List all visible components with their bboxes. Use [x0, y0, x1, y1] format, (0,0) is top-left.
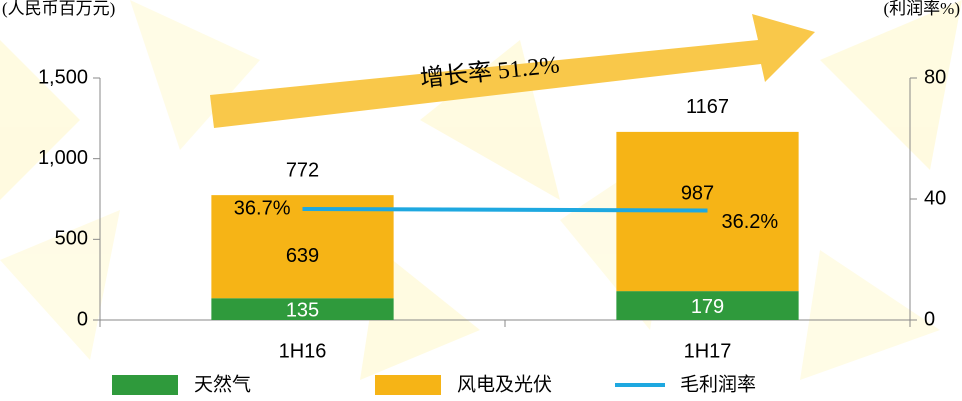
y2-tick-label: 80 [924, 66, 946, 88]
background-pattern [0, 0, 962, 380]
line-label: 36.7% [234, 197, 291, 219]
total-label: 772 [286, 159, 319, 181]
bar-segment [211, 298, 394, 320]
growth-arrow [210, 14, 815, 128]
total-label: 1167 [686, 96, 729, 118]
data-label: 987 [681, 182, 714, 204]
line-label: 36.2% [722, 211, 779, 233]
x-tick-label: 1H16 [279, 340, 327, 362]
y-tick-label: 0 [77, 308, 88, 330]
data-label: 135 [286, 299, 319, 321]
y-tick-label: 1,500 [38, 66, 88, 88]
bar-segment [616, 291, 799, 320]
x-tick-label: 1H17 [684, 340, 732, 362]
data-label: 179 [691, 296, 724, 318]
legend-label: 风电及光伏 [457, 373, 552, 395]
y2-tick-label: 40 [924, 187, 946, 209]
legend-label: 天然气 [194, 373, 251, 395]
y2-tick-label: 0 [924, 308, 935, 330]
legend-swatch [112, 375, 178, 395]
line-series [302, 206, 708, 213]
bar-segment [211, 195, 394, 299]
y-tick-label: 500 [55, 228, 88, 250]
legend-label: 毛利润率 [680, 373, 756, 395]
y-tick-label: 1,000 [38, 147, 88, 169]
legend-swatch [375, 375, 441, 395]
y2-axis-label: (利润率%) [884, 0, 960, 18]
y-axis-label: (人民币百万元) [2, 0, 115, 18]
data-label: 639 [286, 245, 319, 267]
